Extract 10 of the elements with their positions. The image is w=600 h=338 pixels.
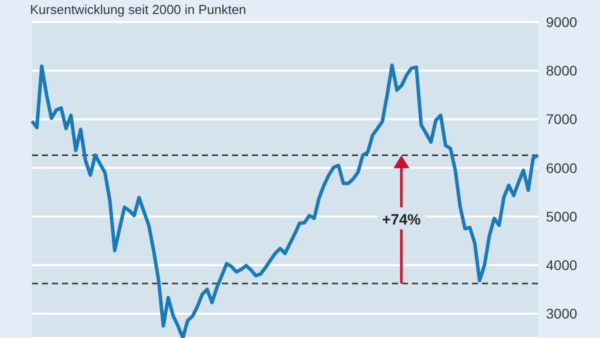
chart-title: Kursentwicklung seit 2000 in Punkten [30, 2, 246, 17]
y-tick-label: 6000 [546, 160, 578, 176]
y-tick-label: 5000 [546, 208, 578, 224]
y-tick-label: 3000 [546, 306, 578, 322]
y-tick-label: 4000 [546, 257, 578, 274]
y-tick-label: 8000 [546, 62, 578, 79]
line-series [30, 64, 540, 338]
annotation: +74% [382, 211, 421, 228]
y-tick-label: 9000 [546, 14, 578, 30]
y-tick-label: 7000 [546, 111, 578, 128]
